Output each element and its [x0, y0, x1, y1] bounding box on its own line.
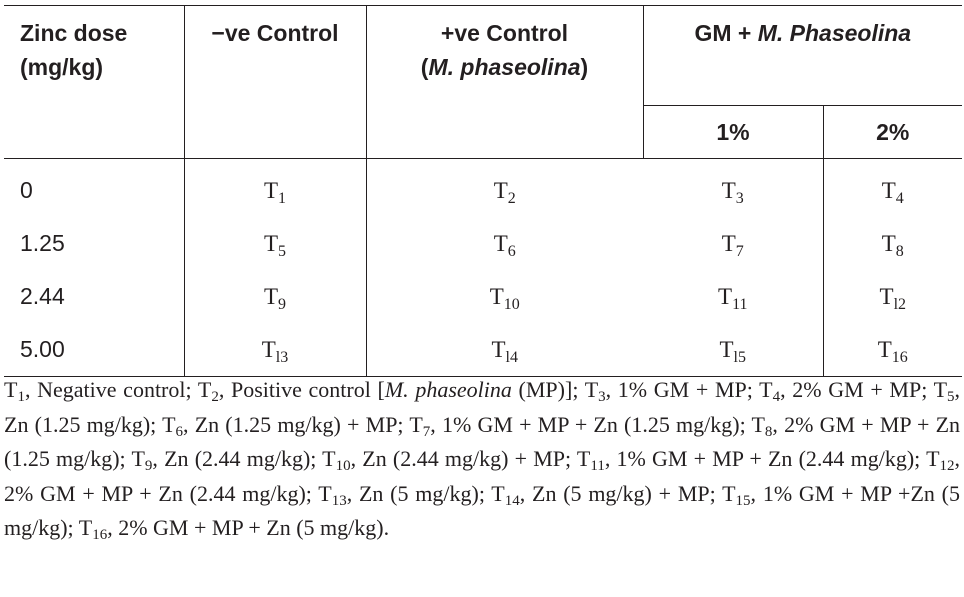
header-1-percent: 1%: [642, 105, 824, 159]
footnote-segment: 15: [735, 492, 751, 509]
footnote-segment: 4: [772, 389, 781, 405]
footnote-segment: 16: [92, 527, 108, 543]
footnote-segment: , Zn (1.25 mg/kg) + MP; T: [183, 411, 423, 437]
footnote-segment: T: [4, 377, 18, 402]
footnote-segment: , Zn (1.25 mg/kg); T: [4, 377, 961, 437]
header-2-percent: 2%: [823, 105, 963, 159]
treatment-cell: Tl4: [366, 323, 643, 377]
footnote-segment: , 2% GM + MP + Zn (1.25 mg/kg); T: [4, 411, 961, 472]
footnote-segment: , Zn (2.44 mg/kg); T: [152, 446, 336, 471]
footnote-segment: 7: [422, 423, 431, 440]
footnote-segment: 1: [17, 389, 25, 405]
footnote-segment: , 2% GM + MP + Zn (5 mg/kg).: [107, 515, 390, 540]
table-row: 5.00 Tl3 Tl4 Tl5 T16: [4, 323, 963, 377]
zinc-dose-cell: 2.44: [4, 270, 185, 323]
header-zinc-dose: Zinc dose (mg/kg): [4, 5, 185, 159]
header-negative-control: −ve Control: [184, 5, 367, 159]
treatment-cell: T16: [823, 323, 963, 377]
treatment-cell: T7: [643, 217, 824, 270]
zinc-dose-cell: 5.00: [4, 323, 185, 377]
zinc-dose-cell: 1.25: [4, 217, 185, 270]
footnote-segment: 8: [764, 423, 773, 440]
footnote-segment: 10: [335, 458, 351, 474]
footnote-segment: , 2% GM + MP; T: [780, 377, 948, 402]
treatment-cell: T1: [184, 158, 367, 217]
footnote-segment: , 2% GM + MP + Zn (2.44 mg/kg); T: [4, 446, 961, 506]
footnote-segment: 12: [939, 458, 955, 474]
treatment-cell: T11: [643, 270, 824, 323]
footnote-segment: 2: [211, 389, 219, 405]
treatment-cell: T10: [489, 283, 520, 313]
table-row: 1.25 T5 T6 T7 T8: [4, 217, 962, 270]
footnote-segment: M. phaseolina: [384, 377, 512, 402]
header-gm-phaseolina: GM + M. Phaseolina: [642, 5, 963, 106]
footnote-segment: , 1% GM + MP + Zn (1.25 mg/kg); T: [430, 411, 765, 437]
zinc-dose-cell: 0: [4, 158, 185, 217]
treatment-table: Zinc dose (mg/kg) −ve Control +ve Contro…: [4, 5, 963, 377]
footnote-segment: (MP)]; T: [511, 377, 599, 402]
footnote-segment: 6: [175, 423, 184, 440]
treatment-cell: T3: [643, 158, 824, 217]
footnote-segment: 14: [504, 492, 520, 509]
footnote-segment: 3: [598, 389, 606, 405]
footnote-segment: , Zn (5 mg/kg) + MP; T: [519, 480, 736, 506]
footnote-segment: , 1% GM + MP + Zn (2.44 mg/kg); T: [604, 446, 940, 471]
treatment-cell: T5: [184, 217, 367, 270]
treatment-cell: Tl2: [879, 283, 907, 313]
footnote-segment: 13: [331, 492, 347, 509]
footnote-segment: 5: [947, 389, 955, 405]
footnote-segment: 9: [144, 458, 153, 474]
treatment-cell: Tl3: [184, 323, 367, 377]
footnote-segment: , Negative control; T: [24, 377, 212, 402]
treatment-cell: T2: [493, 177, 516, 207]
footnote-segment: 11: [590, 458, 605, 474]
treatment-cell: T9: [184, 270, 367, 323]
footnote-segment: , 1% GM + MP +Zn (5 mg/kg); T: [4, 480, 960, 541]
treatment-cell: Tl5: [643, 323, 824, 377]
table-footnote: T1, Negative control; T2, Positive contr…: [4, 373, 960, 546]
table-row: 0 T1 T2 T3 T4: [4, 158, 962, 217]
footnote-segment: , Zn (5 mg/kg); T: [346, 480, 505, 506]
header-positive-control: +ve Control (M. phaseolina): [366, 5, 643, 159]
treatment-cell: T4: [881, 177, 904, 207]
treatment-cell: T6: [493, 230, 516, 260]
footnote-segment: , Positive control [: [218, 377, 385, 402]
footnote-segment: , 1% GM + MP; T: [605, 377, 773, 402]
footnote-segment: , Zn (2.44 mg/kg) + MP; T: [350, 446, 591, 471]
treatment-cell: T8: [881, 230, 904, 260]
table-row: 2.44 T9 T10 T11 Tl2: [4, 270, 962, 323]
